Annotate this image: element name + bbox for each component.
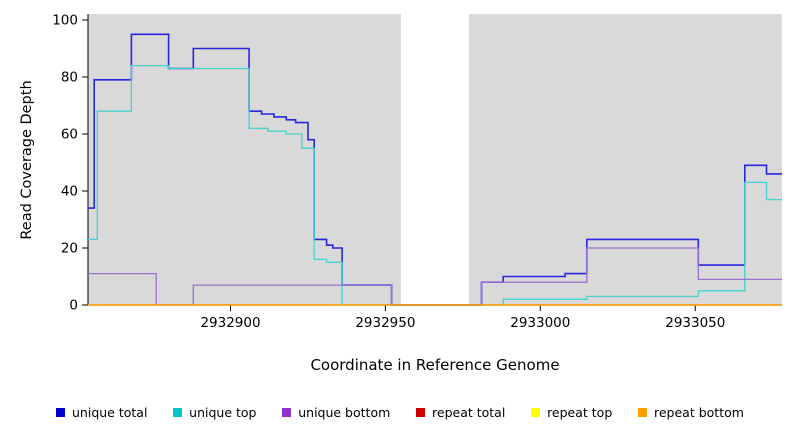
legend-swatch-repeat-total xyxy=(416,407,426,417)
legend-swatch-unique-top xyxy=(173,407,183,417)
legend-item-unique-total: unique total xyxy=(56,405,147,420)
legend-label: unique total xyxy=(72,404,148,420)
legend-label: repeat total xyxy=(432,404,506,420)
y-tick-label: 80 xyxy=(61,70,78,86)
y-axis-label: Read Coverage Depth xyxy=(19,80,35,240)
series-line-unique-top xyxy=(88,64,782,306)
legend-item-repeat-total: repeat total xyxy=(416,405,505,420)
x-tick-label: 2933000 xyxy=(510,315,570,331)
x-tick-label: 2932900 xyxy=(200,315,260,331)
legend: unique total unique top unique bottom repea… xyxy=(0,401,792,423)
legend-label: unique top xyxy=(189,404,257,420)
legend-item-repeat-top: repeat top xyxy=(531,405,612,420)
chart-canvas: 0 20 40 60 80 100 2932900 2932950 2933000 2933050 xyxy=(52,13,782,331)
legend-item-repeat-bottom: repeat bottom xyxy=(638,405,744,420)
y-tick-label: 40 xyxy=(61,184,78,200)
legend-item-unique-top: unique top xyxy=(173,405,256,420)
legend-swatch-repeat-top xyxy=(531,407,541,417)
x-tick-label: 2933050 xyxy=(665,315,725,331)
y-tick-label: 20 xyxy=(61,241,78,257)
legend-item-unique-bottom: unique bottom xyxy=(282,405,390,420)
legend-swatch-repeat-bottom xyxy=(638,407,647,417)
x-tick-label: 2932950 xyxy=(355,315,415,331)
y-tick-label: 0 xyxy=(69,298,78,314)
legend-label: unique bottom xyxy=(298,404,391,420)
legend-swatch-unique-total xyxy=(56,407,65,417)
y-tick-label: 100 xyxy=(52,13,78,29)
legend-label: repeat bottom xyxy=(654,404,744,420)
y-tick-label: 60 xyxy=(61,127,78,143)
coverage-gap-region xyxy=(400,14,470,305)
legend-label: repeat top xyxy=(547,404,613,420)
legend-swatch-unique-bottom xyxy=(282,407,292,417)
x-axis-label: Coordinate in Reference Genome xyxy=(310,356,560,374)
